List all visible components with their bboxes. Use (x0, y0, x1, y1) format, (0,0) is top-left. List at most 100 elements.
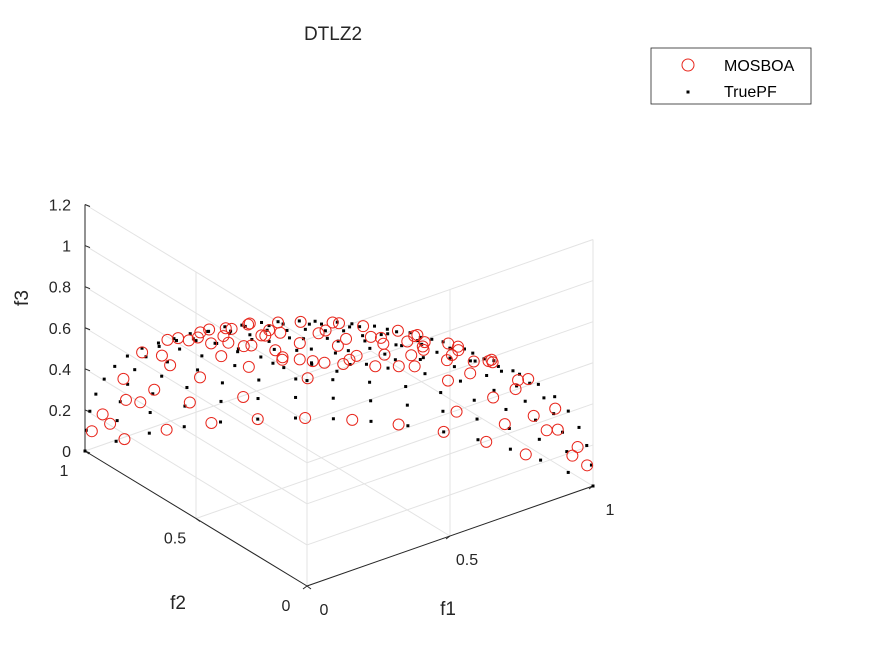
truepf-point (386, 366, 390, 370)
truepf-point (383, 352, 387, 356)
truepf-point (282, 366, 286, 370)
mosboa-point (340, 332, 353, 345)
z-tick-mark (84, 204, 91, 207)
truepf-point (219, 399, 223, 403)
mosboa-point (450, 405, 463, 418)
truepf-point (160, 374, 164, 378)
mosboa-point (183, 396, 196, 409)
truepf-point (591, 484, 595, 488)
mosboa-point (452, 344, 465, 357)
x-tick-label: 0 (320, 602, 329, 619)
mosboa-point (134, 396, 147, 409)
truepf-point (276, 320, 280, 324)
truepf-point (386, 332, 390, 336)
truepf-point (309, 347, 313, 351)
truepf-point (542, 396, 546, 400)
mosboa-point (148, 383, 161, 396)
mosboa-point (243, 317, 256, 330)
truepf-point (448, 346, 452, 350)
truepf-point (125, 354, 129, 358)
truepf-series (83, 319, 595, 488)
truepf-point (310, 361, 314, 365)
mosboa-point (452, 340, 465, 353)
mosboa-point (225, 322, 238, 335)
mosboa-point (182, 334, 195, 347)
truepf-point (156, 341, 160, 345)
mosboa-point (571, 441, 584, 454)
mosboa-point (219, 322, 232, 335)
truepf-point (368, 380, 372, 384)
truepf-point (504, 407, 508, 411)
mosboa-point (237, 340, 250, 353)
chart-title: DTLZ2 (304, 24, 362, 45)
mosboa-point (498, 418, 511, 431)
truepf-point (200, 354, 204, 358)
truepf-point (272, 347, 276, 351)
mosboa-point (374, 331, 387, 344)
truepf-point (267, 324, 271, 328)
mosboa-point (486, 356, 499, 369)
mosboa-point (155, 349, 168, 362)
mosboa-point (274, 326, 287, 339)
truepf-point (336, 339, 340, 343)
truepf-point (348, 362, 352, 366)
truepf-point (346, 349, 350, 353)
truepf-point (518, 372, 522, 376)
truepf-point (151, 392, 155, 396)
mosboa-point (118, 433, 131, 446)
mosboa-point (276, 353, 289, 366)
truepf-point (194, 339, 198, 343)
truepf-point (485, 373, 489, 377)
mosboa-point (205, 416, 218, 429)
mosboa-point (509, 383, 522, 396)
legend: MOSBOA TruePF (650, 47, 812, 105)
truepf-point (295, 348, 299, 352)
truepf-point (259, 355, 263, 359)
mosboa-point (522, 373, 535, 386)
truepf-point (528, 381, 532, 385)
truepf-point (369, 399, 373, 403)
truepf-point (294, 377, 298, 381)
mosboa-point (312, 327, 325, 340)
mosboa-point (191, 331, 204, 344)
truepf-point (421, 356, 425, 360)
mosboa-point (245, 339, 258, 352)
truepf-point (147, 431, 151, 435)
z-tick-label: 0.4 (49, 362, 71, 379)
mosboa-point (222, 336, 235, 349)
truepf-point (565, 450, 569, 454)
truepf-point (303, 327, 307, 331)
truepf-point (271, 361, 275, 365)
truepf-point (185, 385, 189, 389)
truepf-point (236, 350, 240, 354)
truepf-point (178, 347, 182, 351)
mosboa-point (369, 360, 382, 373)
truepf-point (496, 364, 500, 368)
truepf-point (333, 351, 337, 355)
truepf-point (473, 359, 477, 363)
truepf-point (256, 397, 260, 401)
truepf-point (350, 322, 354, 326)
truepf-point (537, 437, 541, 441)
truepf-point (115, 419, 119, 423)
mosboa-point (357, 320, 370, 333)
mosboa-point (527, 409, 540, 422)
mosboa-point (237, 390, 250, 403)
truepf-point (379, 333, 383, 337)
truepf-point (114, 439, 118, 443)
truepf-point (325, 336, 329, 340)
mosboa-point (346, 413, 359, 426)
truepf-point (183, 404, 187, 408)
truepf-point (418, 335, 422, 339)
truepf-point (361, 334, 365, 338)
truepf-point (358, 325, 362, 329)
truepf-point (307, 322, 311, 326)
z-tick-mark (84, 327, 91, 331)
truepf-point (175, 338, 179, 342)
z-tick-mark (84, 286, 91, 290)
truepf-point (368, 346, 372, 350)
truepf-point (257, 378, 261, 382)
mosboa-point (519, 448, 532, 461)
y-tick-label: 0.5 (164, 531, 186, 548)
